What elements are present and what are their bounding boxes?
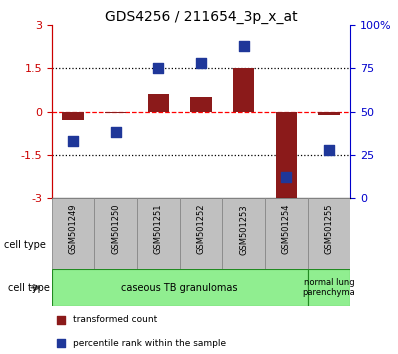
Bar <box>222 198 265 269</box>
Bar <box>52 269 308 306</box>
Point <box>113 130 119 135</box>
Text: GSM501250: GSM501250 <box>111 204 120 255</box>
Bar <box>275 112 297 200</box>
Text: GSM501249: GSM501249 <box>68 204 78 255</box>
Bar <box>233 68 254 112</box>
Bar <box>62 112 84 120</box>
Text: GSM501252: GSM501252 <box>197 204 205 255</box>
Text: cell type: cell type <box>4 240 46 250</box>
Bar <box>94 198 137 269</box>
Bar <box>105 112 127 113</box>
Bar <box>148 94 169 112</box>
Point <box>240 43 247 48</box>
Text: GSM501253: GSM501253 <box>239 204 248 255</box>
Bar <box>318 112 339 115</box>
Point <box>283 175 289 180</box>
Bar <box>179 198 222 269</box>
Point <box>70 138 76 144</box>
Text: GSM501254: GSM501254 <box>282 204 291 255</box>
Text: percentile rank within the sample: percentile rank within the sample <box>73 339 226 348</box>
Bar <box>137 198 179 269</box>
Text: GSM501255: GSM501255 <box>324 204 334 255</box>
Point <box>279 15 286 20</box>
Bar <box>308 269 350 306</box>
Text: GSM501251: GSM501251 <box>154 204 163 255</box>
Point <box>155 65 162 71</box>
Text: normal lung
parenchyma: normal lung parenchyma <box>302 278 355 297</box>
Text: caseous TB granulomas: caseous TB granulomas <box>121 282 238 293</box>
Point <box>326 147 332 153</box>
Bar <box>190 97 212 112</box>
Bar <box>308 198 350 269</box>
Text: transformed count: transformed count <box>73 315 157 324</box>
Bar <box>265 198 308 269</box>
Point <box>198 60 204 66</box>
Title: GDS4256 / 211654_3p_x_at: GDS4256 / 211654_3p_x_at <box>105 10 297 24</box>
Bar <box>52 198 94 269</box>
Text: cell type: cell type <box>8 282 50 293</box>
Point <box>279 232 286 238</box>
